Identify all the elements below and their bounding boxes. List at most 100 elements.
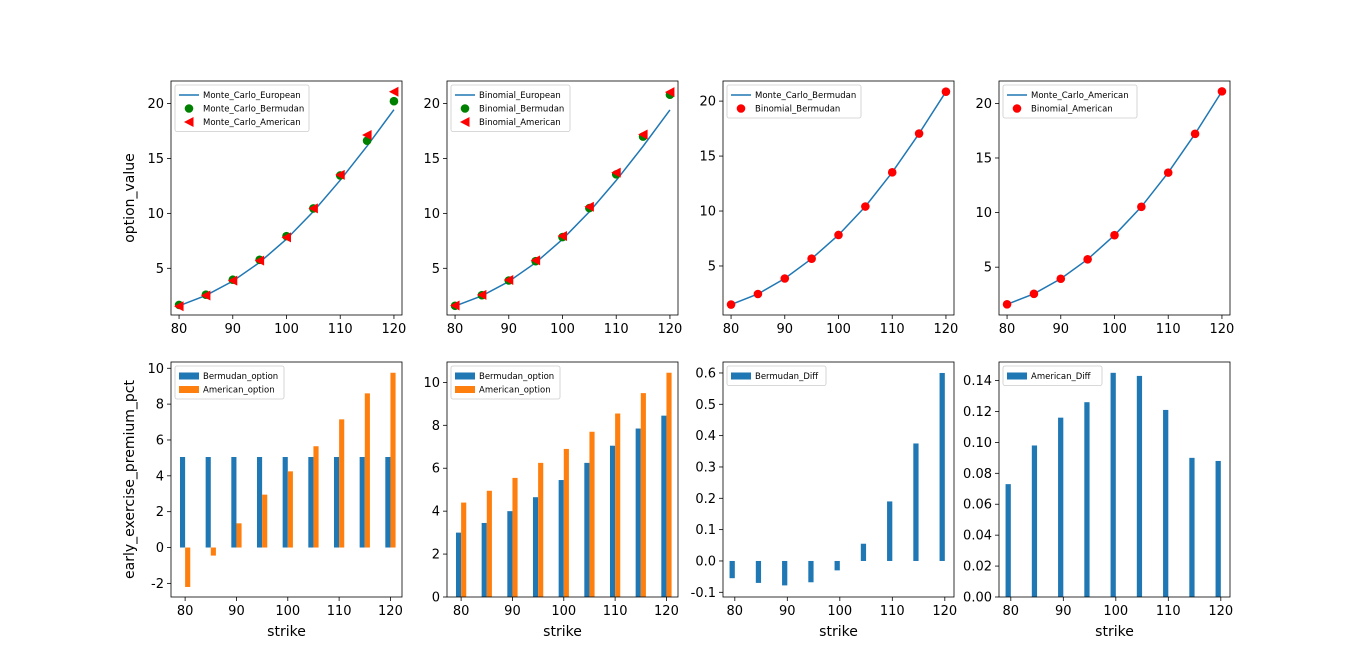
x-tick-label: 90 — [779, 604, 796, 619]
bar — [339, 419, 345, 548]
data-point — [664, 87, 675, 98]
bar — [834, 560, 840, 571]
data-point — [1083, 255, 1092, 264]
legend-swatch — [179, 386, 199, 393]
x-tick-label: 80 — [723, 322, 740, 337]
bar — [755, 560, 762, 583]
bar — [179, 457, 186, 548]
x-tick-label: 90 — [1053, 322, 1070, 337]
series-line — [1006, 90, 1223, 305]
y-tick-label: 8 — [432, 419, 440, 434]
subplot-7: 80 90 100 110 120 -0.1 0.0 0.1 0.2 0.3 0.4 0.5 0.6 st… — [691, 361, 957, 640]
bar — [455, 532, 462, 597]
data-point — [887, 168, 897, 177]
plot-marks — [726, 87, 951, 309]
axes-frame — [446, 361, 679, 598]
x-tick-label: 110 — [880, 604, 905, 619]
bar — [262, 494, 268, 548]
x-tick-label: 80 — [1003, 604, 1020, 619]
data-point — [807, 254, 816, 264]
bar — [1189, 457, 1195, 597]
y-tick-label: 6 — [432, 462, 440, 477]
x-axis-label: strike — [819, 624, 858, 640]
x-tick-label: 120 — [934, 322, 959, 337]
y-tick-label: 0.6 — [695, 366, 716, 381]
x-tick-label: 120 — [382, 322, 407, 337]
legend-box — [450, 365, 561, 400]
y-tick-label: 10 — [147, 207, 164, 222]
y-tick-label: 0.4 — [695, 429, 716, 444]
plot-marks — [455, 372, 672, 597]
y-tick-label: 10 — [423, 376, 440, 391]
y-tick-label: 15 — [423, 152, 440, 167]
data-point — [388, 86, 399, 97]
bar — [666, 372, 672, 597]
y-tick-label: 0.0 — [695, 554, 716, 569]
plot-marks — [450, 87, 675, 311]
legend-label: American_Diff — [1031, 372, 1092, 382]
bar — [231, 457, 237, 548]
bar — [1136, 375, 1143, 597]
bar — [558, 480, 564, 597]
series-line — [730, 91, 947, 306]
x-tick-label: 120 — [1210, 322, 1235, 337]
axes-frame — [170, 361, 403, 598]
y-tick-label: 0.12 — [963, 405, 992, 420]
plot-marks — [1002, 87, 1227, 309]
bar — [512, 477, 518, 597]
bar — [939, 372, 945, 561]
data-point — [174, 301, 184, 312]
y-tick-label: 10 — [975, 206, 992, 221]
y-tick-label: 20 — [699, 95, 716, 110]
x-tick-label: 100 — [826, 322, 851, 337]
y-tick-label: 10 — [147, 362, 164, 377]
data-point — [389, 96, 399, 106]
subplot-4: 80 90 100 110 120 5 10 15 20 Monte_Carlo_American… — [975, 80, 1235, 337]
plot-marks — [729, 372, 945, 586]
x-axis-label: strike — [267, 624, 306, 640]
legend-box — [1002, 365, 1103, 386]
legend-label: Monte_Carlo_Bermudan — [203, 105, 304, 115]
bar — [609, 445, 616, 597]
y-tick-label: 0.00 — [963, 591, 992, 606]
bar — [782, 560, 788, 586]
bar — [282, 457, 288, 548]
bar — [1031, 445, 1038, 597]
data-point — [450, 300, 460, 311]
plot-marks — [179, 372, 396, 587]
data-point — [476, 289, 487, 300]
bar — [390, 372, 396, 548]
bar — [635, 428, 641, 597]
data-point — [638, 129, 648, 140]
bar — [236, 523, 242, 548]
legend-swatch — [460, 104, 470, 113]
legend-box — [174, 84, 310, 132]
data-point — [1002, 299, 1012, 309]
x-tick-label: 90 — [228, 604, 245, 619]
legend-label: Monte_Carlo_American — [203, 118, 301, 128]
bar — [729, 560, 735, 579]
x-tick-label: 100 — [827, 604, 852, 619]
subplot-5: 80 90 100 110 120 -2 0 2 4 6 8 10 strike early_exerci… — [122, 361, 403, 640]
y-axis-label: option_value — [122, 153, 138, 243]
data-point — [780, 274, 790, 283]
data-point — [200, 290, 211, 301]
legend-swatch — [736, 104, 746, 113]
legend-box — [1002, 84, 1138, 119]
subplot-8: 80 90 100 110 120 0.00 0.02 0.04 0.06 0.08 0.10 0.1… — [963, 361, 1233, 640]
axes-frame — [722, 361, 955, 598]
data-point — [281, 232, 291, 243]
x-tick-label: 110 — [328, 322, 353, 337]
legend-box — [726, 365, 827, 386]
y-tick-label: 5 — [984, 261, 992, 276]
series-line — [454, 109, 671, 307]
data-point — [557, 231, 567, 242]
data-point — [941, 87, 951, 96]
y-tick-label: 10 — [699, 205, 716, 220]
x-tick-label: 120 — [378, 604, 403, 619]
data-point — [335, 169, 345, 180]
bar — [308, 457, 314, 548]
legend: Monte_Carlo_Bermudan Binomial_Bermudan — [726, 84, 862, 119]
legend-label: Bermudan_Diff — [755, 372, 819, 382]
